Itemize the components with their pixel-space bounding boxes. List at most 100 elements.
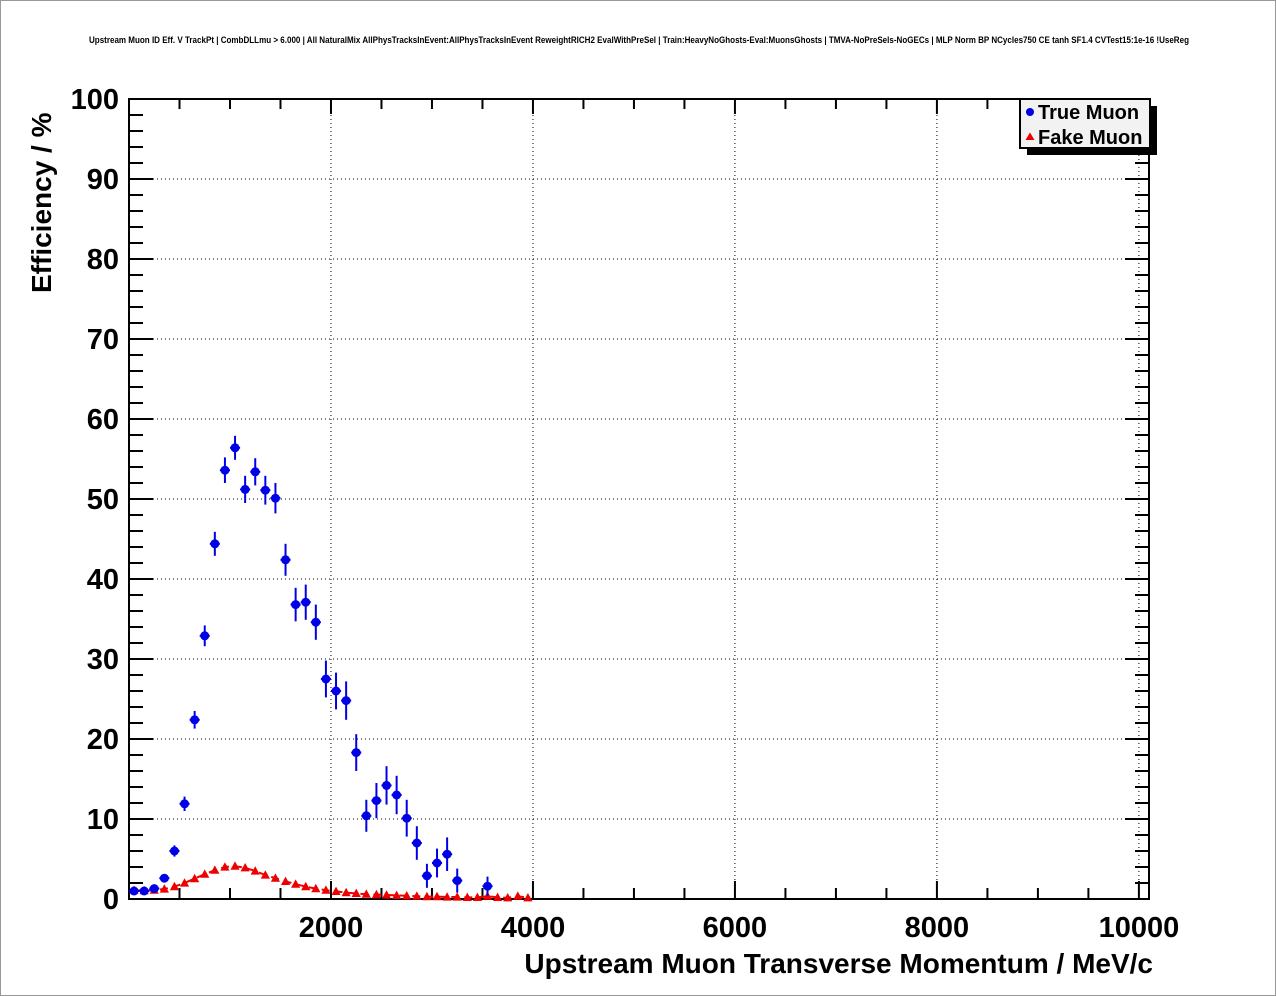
true-muon-marker (341, 696, 351, 706)
true-muon-marker (321, 674, 331, 684)
true-muon-marker (432, 858, 442, 868)
y-tick-label: 80 (87, 244, 119, 276)
true-muon-marker (260, 485, 270, 495)
y-tick-label: 50 (87, 484, 119, 516)
gridlines (129, 99, 1149, 899)
fake-muon-marker (311, 883, 321, 893)
true-muon-marker (180, 799, 190, 809)
true-muon-marker (250, 467, 260, 477)
true-muon-marker (149, 884, 159, 894)
true-muon-marker (230, 443, 240, 453)
true-muon-marker (422, 871, 432, 881)
fake-muon-marker (412, 891, 422, 900)
y-tick-label: 70 (87, 324, 119, 356)
true-muon-marker (483, 881, 493, 891)
true-muon-marker (139, 886, 149, 896)
x-tick-label: 4000 (501, 912, 566, 944)
data-series (129, 435, 533, 902)
fake-muon-line (134, 865, 529, 899)
y-tick-label: 100 (71, 84, 119, 116)
fake-muon-marker (179, 878, 190, 887)
fake-muon-marker (331, 886, 341, 895)
y-tick-label: 0 (103, 884, 119, 916)
true-muon-marker (392, 790, 402, 800)
legend-entry-true-muon: True Muon (1026, 102, 1139, 124)
fake-muon-marker (280, 876, 291, 885)
true-muon-marker (210, 539, 220, 549)
fake-muon-marker (210, 865, 220, 874)
true-muon-marker (281, 555, 291, 565)
fake-muon-marker (361, 889, 371, 898)
y-tick-label: 10 (87, 804, 119, 836)
true-muon-marker (351, 748, 361, 758)
y-tick-label: 20 (87, 724, 119, 756)
fake-muon-marker (200, 869, 210, 878)
legend: True Muon Fake Muon (1019, 98, 1157, 155)
true-muon-marker (442, 849, 452, 859)
x-axis-title: Upstream Muon Transverse Momentum / MeV/… (524, 948, 1153, 979)
y-axis-title: Efficiency / % (26, 112, 57, 293)
fake-muon-marker (169, 881, 180, 891)
true-muon-marker (291, 600, 301, 610)
fake-muon-marker (230, 861, 240, 870)
x-tick-label: 2000 (299, 912, 364, 944)
fake-muon-marker (260, 870, 270, 879)
true-muon-marker (240, 484, 250, 494)
legend-box (1019, 98, 1151, 149)
fake-muon-marker (240, 863, 250, 872)
x-tick-label: 8000 (905, 912, 970, 944)
y-tick-label: 30 (87, 644, 119, 676)
plot-frame (128, 98, 1150, 900)
fake-muon-marker (513, 891, 523, 900)
true-muon-marker (331, 686, 341, 696)
fake-muon-marker (220, 862, 230, 871)
fake-muon-marker (472, 892, 483, 901)
true-muon-marker (190, 715, 200, 725)
true-muon-marker (200, 631, 210, 641)
fake-muon-marker (493, 892, 503, 901)
true-muon-marker (382, 780, 392, 790)
legend-entry-label: Fake Muon (1038, 127, 1142, 149)
fake-muon-marker-icon (1025, 132, 1035, 140)
fake-muon-marker (291, 879, 301, 888)
fake-muon-marker (371, 889, 382, 899)
legend-entry-label: True Muon (1038, 102, 1139, 124)
fake-muon-marker (432, 891, 442, 901)
fake-muon-marker (503, 893, 513, 902)
fake-muon-marker (462, 892, 472, 901)
fake-muon-marker (381, 890, 392, 899)
legend-entry-fake-muon: Fake Muon (1025, 127, 1142, 149)
true-muon-marker (169, 846, 179, 856)
fake-muon-marker (270, 873, 281, 882)
y-tick-label: 40 (87, 564, 119, 596)
fake-muon-marker (159, 884, 169, 893)
fake-muon-marker (321, 885, 331, 894)
true-muon-marker (301, 597, 311, 607)
fake-muon-marker (392, 890, 402, 899)
fake-muon-marker (190, 873, 200, 883)
true-muon-marker (371, 796, 381, 806)
fake-muon-marker (452, 892, 462, 901)
fake-muon-marker (442, 892, 452, 901)
true-muon-marker (452, 876, 462, 886)
y-tick-label: 90 (87, 164, 119, 196)
true-muon-marker (159, 873, 169, 883)
fake-muon-marker (402, 891, 412, 900)
tick-labels: 0 10 20 30 40 50 60 70 80 90 100 2000 4000 6000 8000 10… (71, 84, 1180, 944)
true-muon-marker (270, 493, 280, 503)
x-tick-label: 10000 (1099, 912, 1180, 944)
fake-muon-marker (301, 881, 311, 891)
true-muon-marker (412, 838, 422, 848)
fake-muon-marker (250, 866, 260, 875)
true-muon-marker-icon (1026, 108, 1034, 116)
true-muon-marker (220, 465, 230, 475)
x-tick-label: 6000 (703, 912, 768, 944)
true-muon-marker (402, 813, 412, 823)
true-muon-marker (129, 886, 139, 896)
fake-muon-marker (341, 887, 351, 897)
fake-muon-marker (351, 888, 361, 897)
true-muon-marker (311, 617, 321, 627)
true-muon-marker (361, 811, 371, 821)
